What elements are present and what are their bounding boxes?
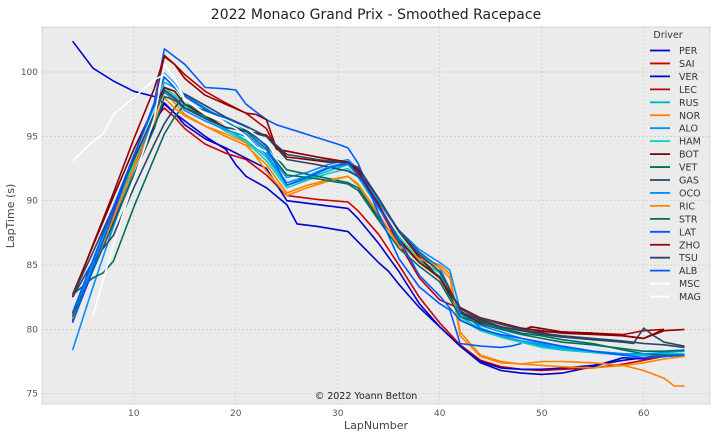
legend-label-rus: RUS — [679, 98, 699, 109]
x-tick-label: 10 — [128, 409, 140, 419]
legend-label-lec: LEC — [679, 85, 697, 96]
y-tick-label: 95 — [27, 132, 38, 142]
x-tick-label: 30 — [332, 409, 344, 419]
legend-label-sai: SAI — [679, 59, 695, 70]
legend-label-tsu: TSU — [678, 253, 698, 264]
x-tick-label: 50 — [536, 409, 548, 419]
y-axis-label: LapTime (s) — [4, 184, 17, 249]
legend-label-ric: RIC — [679, 201, 695, 212]
series-line-zho — [71, 55, 685, 340]
series-line-ver — [71, 102, 685, 371]
axis-ticks: 10 20 30 40 50 60 75 80 85 90 95 100 — [21, 68, 650, 419]
legend-label-nor: NOR — [679, 111, 701, 122]
series-line-ric — [71, 97, 685, 369]
y-tick-label: 80 — [27, 325, 39, 335]
x-tick-label: 60 — [638, 409, 650, 419]
legend-label-alo: ALO — [679, 124, 698, 135]
y-tick-label: 100 — [21, 68, 38, 78]
legend-label-per: PER — [679, 46, 698, 57]
y-tick-label: 85 — [27, 261, 38, 271]
series-line-str — [71, 95, 685, 352]
x-tick-label: 40 — [434, 409, 446, 419]
legend-label-msc: MSC — [679, 279, 700, 290]
legend-label-ver: VER — [679, 72, 699, 83]
legend-label-mag: MAG — [679, 292, 701, 303]
legend-label-bot: BOT — [679, 150, 699, 161]
series-line-alb — [71, 76, 685, 359]
series-line-mag — [92, 63, 267, 316]
chart-title: 2022 Monaco Grand Prix - Smoothed Racepa… — [211, 7, 541, 23]
legend-label-vet: VET — [679, 163, 698, 174]
series-line-tsu — [71, 89, 685, 349]
series-line-vet — [72, 103, 685, 356]
x-axis-label: LapNumber — [344, 419, 409, 432]
legend-label-str: STR — [679, 214, 698, 225]
legend-label-ham: HAM — [679, 137, 701, 148]
legend-label-alb: ALB — [679, 266, 697, 277]
legend: Driver PER SAI VER LEC RUS NOR ALO HAM BOT VET GAS… — [650, 30, 701, 303]
legend-label-oco: OCO — [679, 188, 701, 199]
x-tick-label: 20 — [230, 409, 242, 419]
series-lines — [71, 40, 685, 387]
series-line-msc — [72, 73, 288, 165]
legend-label-lat: LAT — [679, 227, 696, 238]
grid-lines — [42, 27, 710, 404]
legend-label-gas: GAS — [679, 176, 699, 187]
copyright-annotation: © 2022 Yoann Betton — [315, 391, 418, 402]
legend-label-zho: ZHO — [679, 240, 700, 251]
y-tick-label: 75 — [27, 390, 38, 400]
legend-title: Driver — [653, 30, 682, 41]
series-line-sai — [71, 107, 685, 372]
y-tick-label: 90 — [27, 197, 39, 207]
